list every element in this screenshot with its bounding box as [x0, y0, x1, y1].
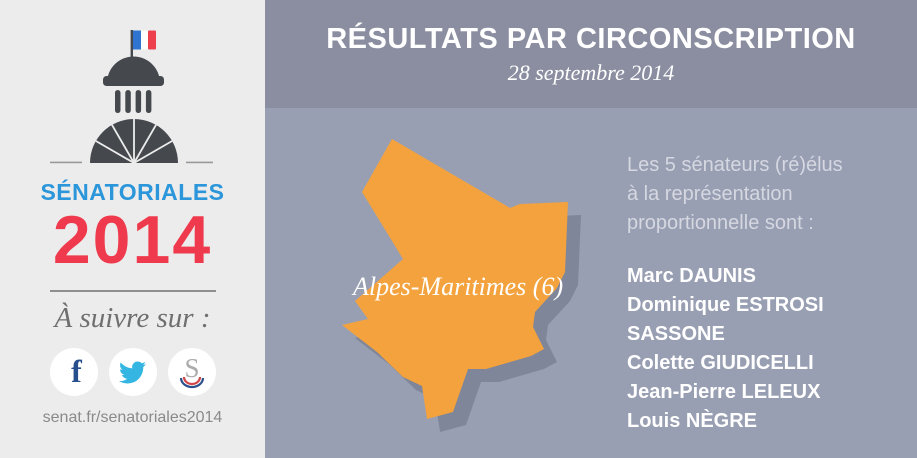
dome-base	[103, 76, 164, 86]
flag-pole	[130, 30, 133, 58]
results-block: Les 5 sénateurs (ré)élus à la représenta…	[627, 151, 917, 436]
svg-text:S: S	[184, 353, 199, 383]
senat-website-button[interactable]: S	[167, 348, 216, 396]
french-flag-icon	[133, 30, 156, 50]
twitter-icon	[119, 361, 146, 383]
senator-name: Louis NÈGRE	[627, 410, 758, 432]
senat-dome-logo-icon	[50, 30, 213, 164]
site-url[interactable]: senat.fr/senatoriales2014	[42, 409, 223, 426]
map-area: Alpes-Maritimes (6) Les 5 sénateurs (ré)…	[265, 108, 917, 458]
senator-name: Jean-Pierre LELEUX	[627, 381, 821, 403]
map-department-shape	[342, 139, 568, 419]
page-title: RÉSULTATS PAR CIRCONSCRIPTION	[326, 22, 856, 55]
hemicycle-dividers	[95, 119, 173, 164]
region-label: Alpes-Maritimes (6)	[353, 272, 564, 301]
intro-line: proportionnelle sont :	[627, 212, 814, 234]
sidebar-divider	[49, 290, 216, 292]
header-date: 28 septembre 2014	[507, 59, 675, 85]
sidebar: SÉNATORIALES 2014 À suivre sur : f S sen	[0, 0, 265, 458]
intro-line: à la représentation	[627, 183, 793, 205]
senat-s-icon: S	[179, 353, 204, 389]
senator-name: Colette GIUDICELLI	[627, 352, 814, 374]
brand-year: 2014	[52, 202, 213, 278]
brand-senatoriales: SÉNATORIALES	[40, 179, 225, 205]
header-band: RÉSULTATS PAR CIRCONSCRIPTION 28 septemb…	[265, 0, 917, 108]
facebook-button[interactable]: f	[49, 348, 98, 396]
senator-name: Dominique ESTROSI SASSONE	[627, 294, 824, 345]
social-icons-row: f S	[49, 348, 216, 396]
alpes-maritimes-map	[342, 139, 581, 432]
facebook-icon: f	[71, 353, 82, 389]
senator-list: Marc DAUNIS Dominique ESTROSI SASSONE Co…	[627, 262, 917, 436]
content-panel: RÉSULTATS PAR CIRCONSCRIPTION 28 septemb…	[265, 0, 917, 458]
columns-icon	[115, 90, 152, 113]
follow-label: À suivre sur :	[54, 302, 211, 334]
intro-line: Les 5 sénateurs (ré)élus	[627, 154, 843, 176]
twitter-button[interactable]	[108, 348, 157, 396]
senator-name: Marc DAUNIS	[627, 265, 756, 287]
